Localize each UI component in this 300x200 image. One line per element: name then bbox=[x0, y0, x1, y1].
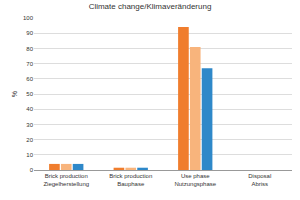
svg-text:0: 0 bbox=[30, 167, 34, 173]
svg-text:50: 50 bbox=[26, 91, 33, 97]
svg-text:Use phaseNutzungsphase: Use phaseNutzungsphase bbox=[174, 173, 216, 187]
svg-text:10: 10 bbox=[26, 152, 33, 158]
svg-text:90: 90 bbox=[26, 30, 33, 36]
svg-text:%: % bbox=[11, 91, 18, 97]
svg-text:20: 20 bbox=[26, 137, 33, 143]
svg-text:70: 70 bbox=[26, 61, 33, 67]
svg-text:30: 30 bbox=[26, 122, 33, 128]
svg-text:Brick productionZiegelherstell: Brick productionZiegelherstellung bbox=[43, 173, 89, 187]
svg-text:Brick productionBauphase: Brick productionBauphase bbox=[109, 173, 152, 187]
svg-text:80: 80 bbox=[26, 46, 33, 52]
svg-text:DisposalAbriss: DisposalAbriss bbox=[248, 173, 271, 187]
svg-text:60: 60 bbox=[26, 76, 33, 82]
svg-text:100: 100 bbox=[23, 15, 34, 21]
svg-text:40: 40 bbox=[26, 106, 33, 112]
svg-text:Climate change/Klimaveränderun: Climate change/Klimaveränderung bbox=[89, 2, 212, 11]
